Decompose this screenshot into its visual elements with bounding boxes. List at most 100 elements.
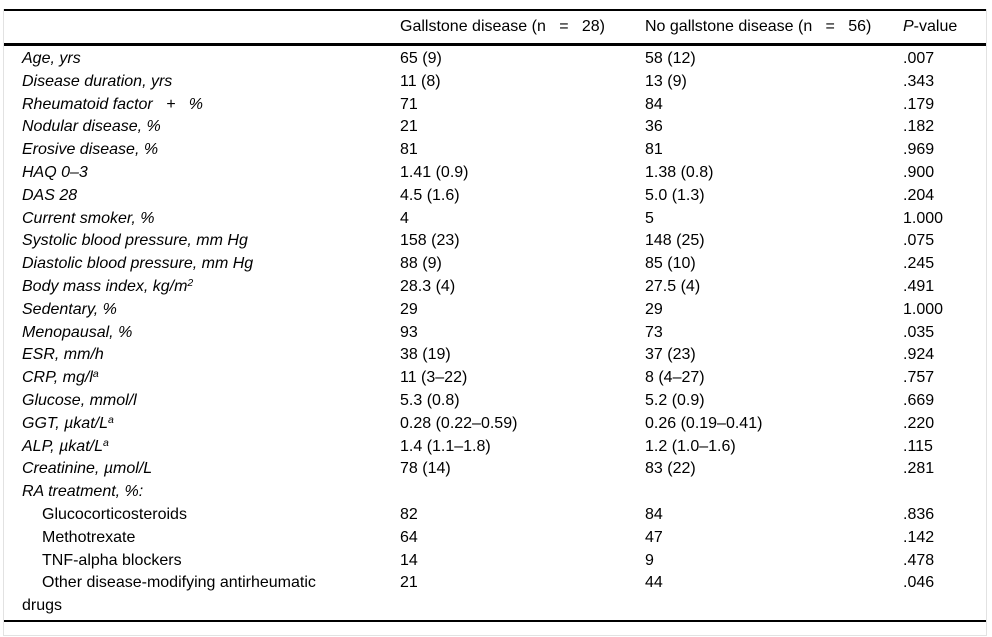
table-row: GGT, µkat/La 0.28 (0.22–0.59) 0.26 (0.19–0…	[4, 413, 986, 436]
table-row: TNF-alpha blockers 14 9 .478	[4, 550, 986, 573]
table-row: Current smoker, % 4 5 1.000	[4, 208, 986, 231]
label-superscript: a	[92, 368, 99, 381]
cell-no-gallstone-value: 81	[645, 141, 663, 159]
row-label: Age, yrs	[22, 50, 81, 67]
cell-p-value: 1.000	[903, 209, 944, 227]
cell-p-value: .115	[903, 437, 933, 455]
cell-no-gallstone-value: 1.38 (0.8)	[645, 163, 714, 181]
clinical-characteristics-table: Gallstone disease (n = 28) No gallstone …	[4, 11, 986, 618]
cell-no-gallstone-value: 36	[645, 118, 663, 136]
table-row: Glucose, mmol/l 5.3 (0.8) 5.2 (0.9) .669	[4, 390, 986, 413]
row-label: ALP, µkat/La	[22, 436, 109, 455]
table-row: Disease duration, yrs 11 (8) 13 (9) .343	[4, 71, 986, 94]
cell-no-gallstone-value: 5.2 (0.9)	[645, 391, 705, 409]
table-body: Age, yrs 65 (9) 58 (12) .007 Disease duratio…	[4, 45, 986, 618]
cell-no-gallstone-value: 58 (12)	[645, 50, 696, 67]
row-label: CRP, mg/la	[22, 368, 99, 387]
header-no-gallstone-group: No gallstone disease (n = 56)	[645, 11, 903, 46]
cell-gallstone-value: 64	[400, 528, 418, 546]
cell-gallstone-value: 1.41 (0.9)	[400, 163, 469, 181]
p-value-rest: -value	[913, 18, 958, 35]
cell-gallstone-value: 81	[400, 141, 418, 159]
table-row: Methotrexate 64 47 .142	[4, 527, 986, 550]
row-label: Current smoker, %	[22, 209, 155, 227]
cell-p-value: .343	[903, 72, 935, 90]
label-superscript: a	[102, 436, 109, 449]
table-row: Diastolic blood pressure, mm Hg 88 (9) 85 …	[4, 253, 986, 276]
cell-p-value: .046	[903, 574, 935, 592]
table-row: Creatinine, µmol/L 78 (14) 83 (22) .281	[4, 458, 986, 481]
cell-gallstone-value: 4	[400, 209, 409, 227]
row-label: Sedentary, %	[22, 300, 117, 318]
cell-no-gallstone-value: 5.0 (1.3)	[645, 186, 705, 204]
header-gallstone-group: Gallstone disease (n = 28)	[400, 11, 645, 46]
cell-gallstone-value: 88 (9)	[400, 255, 442, 273]
cell-p-value: .900	[903, 163, 935, 181]
table-row: Body mass index, kg/m2 28.3 (4) 27.5 (4) .4…	[4, 276, 986, 299]
cell-no-gallstone-value: 47	[645, 528, 663, 546]
cell-p-value: .836	[903, 505, 935, 523]
cell-gallstone-value: 28.3 (4)	[400, 277, 456, 295]
cell-p-value: .924	[903, 346, 935, 364]
cell-p-value: .220	[903, 414, 935, 432]
cell-no-gallstone-value: 9	[645, 551, 654, 569]
row-label: Other disease-modifying antirheumatic dru…	[22, 574, 316, 615]
cell-gallstone-value: 65 (9)	[400, 50, 442, 67]
table-header-row: Gallstone disease (n = 28) No gallstone …	[4, 11, 986, 46]
cell-p-value: .182	[903, 118, 935, 136]
header-empty-cell	[4, 11, 400, 46]
table-row: RA treatment, %:	[4, 481, 986, 504]
table-row: ESR, mm/h 38 (19) 37 (23) .924	[4, 344, 986, 367]
cell-p-value: .075	[903, 232, 935, 250]
cell-no-gallstone-value: 84	[645, 95, 663, 113]
row-label: TNF-alpha blockers	[42, 551, 182, 569]
cell-gallstone-value: 11 (3–22)	[400, 369, 468, 387]
cell-no-gallstone-value: 5	[645, 209, 654, 227]
cell-no-gallstone-value	[645, 481, 903, 504]
cell-gallstone-value: 21	[400, 118, 418, 136]
table-row: Rheumatoid factor + % 71 84 .179	[4, 94, 986, 117]
row-label: Glucocorticosteroids	[42, 505, 187, 523]
cell-no-gallstone-value: 27.5 (4)	[645, 277, 701, 295]
cell-p-value: .204	[903, 186, 935, 204]
row-label: Nodular disease, %	[22, 118, 161, 136]
row-label: Systolic blood pressure, mm Hg	[22, 232, 248, 250]
row-label: Methotrexate	[42, 528, 136, 546]
table-row: DAS 28 4.5 (1.6) 5.0 (1.3) .204	[4, 185, 986, 208]
cell-no-gallstone-value: 85 (10)	[645, 255, 696, 273]
cell-no-gallstone-value: 13 (9)	[645, 72, 687, 90]
table-row: Other disease-modifying antirheumatic dru…	[4, 572, 986, 618]
cell-no-gallstone-value: 44	[645, 574, 663, 592]
table-row: Erosive disease, % 81 81 .969	[4, 139, 986, 162]
table-row: HAQ 0–3 1.41 (0.9) 1.38 (0.8) .900	[4, 162, 986, 185]
row-label: Menopausal, %	[22, 323, 133, 341]
scanned-table-frame: Gallstone disease (n = 28) No gallstone …	[3, 9, 987, 636]
cell-no-gallstone-value: 73	[645, 323, 663, 341]
cell-p-value: .245	[903, 255, 935, 273]
cell-p-value: .281	[903, 460, 935, 478]
cell-gallstone-value: 21	[400, 574, 418, 592]
row-label: GGT, µkat/La	[22, 413, 114, 432]
cell-gallstone-value: 29	[400, 300, 418, 318]
cell-p-value: .969	[903, 141, 935, 159]
cell-p-value: .669	[903, 391, 935, 409]
cell-p-value: .007	[903, 50, 935, 67]
cell-gallstone-value: 1.4 (1.1–1.8)	[400, 437, 491, 455]
cell-gallstone-value: 0.28 (0.22–0.59)	[400, 414, 518, 432]
row-label: Rheumatoid factor + %	[22, 95, 203, 113]
table-wrap: Gallstone disease (n = 28) No gallstone …	[4, 9, 986, 622]
cell-no-gallstone-value: 29	[645, 300, 663, 318]
row-label: ESR, mm/h	[22, 346, 104, 364]
table-row: Nodular disease, % 21 36 .182	[4, 116, 986, 139]
cell-p-value	[903, 481, 986, 504]
row-label: Creatinine, µmol/L	[22, 460, 153, 478]
cell-gallstone-value: 14	[400, 551, 418, 569]
cell-gallstone-value	[400, 481, 645, 504]
cell-gallstone-value: 71	[400, 95, 418, 113]
cell-p-value: .035	[903, 323, 935, 341]
table-row: CRP, mg/la 11 (3–22) 8 (4–27) .757	[4, 367, 986, 390]
cell-no-gallstone-value: 83 (22)	[645, 460, 696, 478]
cell-gallstone-value: 82	[400, 505, 418, 523]
row-label: Glucose, mmol/l	[22, 391, 137, 409]
cell-gallstone-value: 93	[400, 323, 418, 341]
